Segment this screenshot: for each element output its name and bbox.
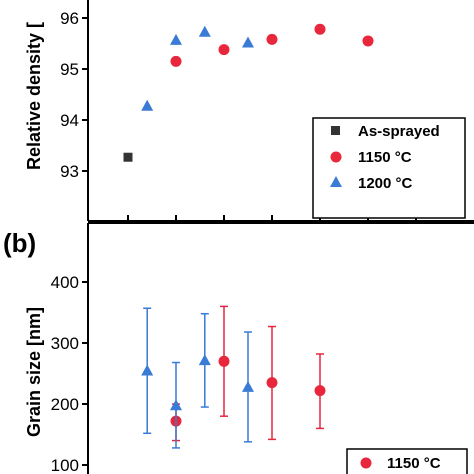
legend-marker-triangle xyxy=(330,176,342,187)
panel-label-b: (b) xyxy=(3,228,36,258)
data-point-circle xyxy=(314,23,326,35)
bottom-legend-marker-circle xyxy=(360,457,372,469)
data-point-circle xyxy=(314,385,326,397)
data-point-triangle xyxy=(198,354,211,366)
data-point-circle xyxy=(218,355,230,367)
legend-label-1150: 1150 °C xyxy=(358,149,412,166)
top-panel-y-ticks: 93 94 95 96 xyxy=(60,9,88,181)
data-point-triangle xyxy=(141,99,154,111)
legend-marker-circle xyxy=(330,151,342,163)
top-panel-y-axis-title: Relative density [ xyxy=(24,22,44,170)
data-point-circle xyxy=(362,35,374,47)
bottom-panel-data-points xyxy=(141,305,326,449)
legend-marker-square xyxy=(331,126,340,135)
data-point-triangle xyxy=(242,380,254,392)
y-tick-label: 400 xyxy=(51,273,79,292)
data-point-circle xyxy=(218,44,230,56)
y-tick-label: 96 xyxy=(60,9,79,28)
data-point-triangle xyxy=(170,399,182,411)
y-tick-label: 95 xyxy=(60,60,79,79)
legend-label-1200: 1200 °C xyxy=(358,175,413,192)
top-panel-data-points xyxy=(123,23,374,162)
data-point-triangle xyxy=(141,364,154,376)
bottom-panel-y-axis-title: Grain size [nm] xyxy=(24,307,44,437)
y-tick-label: 100 xyxy=(51,456,79,474)
y-tick-label: 93 xyxy=(60,162,79,181)
bottom-legend-label-1150: 1150 °C xyxy=(387,455,441,472)
legend-label-as-sprayed: As-sprayed xyxy=(358,123,440,140)
data-point-square xyxy=(123,152,133,162)
bottom-panel-y-ticks: 100 200 300 400 xyxy=(51,273,88,474)
y-tick-label: 94 xyxy=(60,111,79,130)
data-point-triangle xyxy=(198,25,211,37)
data-point-triangle xyxy=(170,33,182,45)
y-tick-label: 200 xyxy=(51,395,79,414)
data-point-circle xyxy=(266,377,278,389)
data-point-triangle xyxy=(242,36,254,48)
data-point-circle xyxy=(266,33,278,45)
data-point-circle xyxy=(170,55,182,67)
y-tick-label: 300 xyxy=(51,334,79,353)
